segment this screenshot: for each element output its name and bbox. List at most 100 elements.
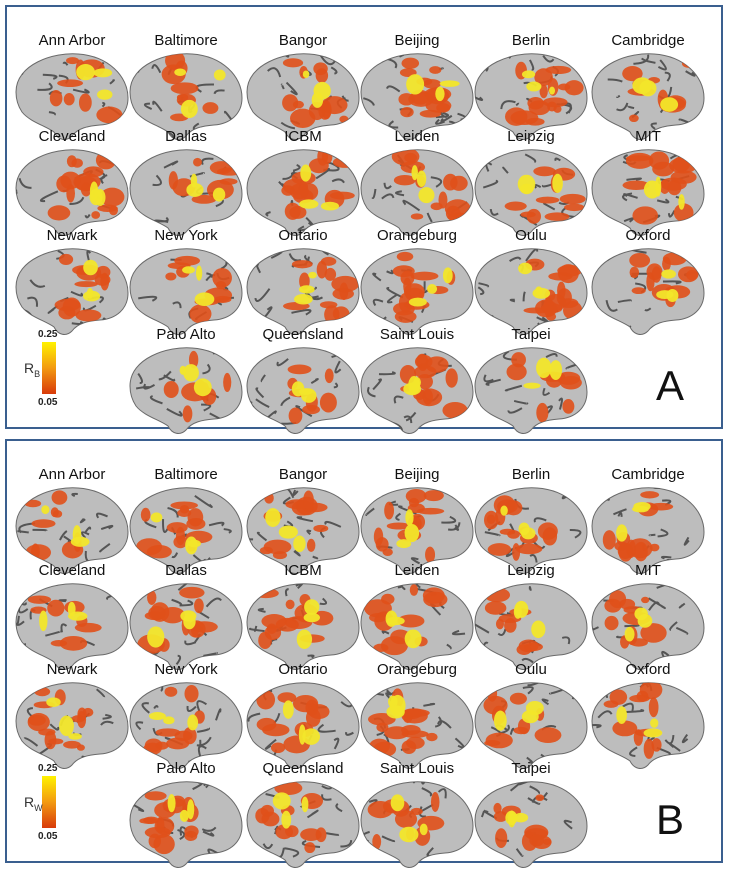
- activation: [403, 712, 413, 724]
- activation: [308, 158, 329, 174]
- activation: [447, 212, 472, 222]
- activation: [313, 62, 328, 76]
- symbol: R: [24, 360, 34, 376]
- brain-image: [15, 583, 129, 670]
- sulcus: [597, 493, 610, 501]
- activation: [50, 640, 68, 647]
- sulcus: [449, 120, 461, 129]
- activation: [529, 834, 544, 847]
- brain-label: Ontario: [278, 661, 327, 678]
- brain-outline: [591, 248, 705, 335]
- sulcus: [660, 555, 672, 560]
- sulcus: [657, 528, 669, 538]
- activation: [95, 151, 117, 170]
- activation-peak: [518, 522, 530, 536]
- brain-image: [474, 347, 588, 434]
- brain-overlay: [475, 53, 584, 133]
- activation-peak: [535, 286, 543, 296]
- brain-label: Palo Alto: [156, 760, 215, 777]
- sulcus: [284, 847, 300, 858]
- sulcus: [276, 358, 289, 367]
- activation-peak: [521, 70, 536, 79]
- sulcus: [146, 559, 152, 564]
- sulcus: [622, 702, 634, 712]
- brain-image: [360, 682, 474, 769]
- sulcus: [206, 272, 213, 278]
- sulcus: [363, 347, 372, 353]
- activation-peak: [526, 81, 542, 92]
- activation: [394, 810, 418, 828]
- activation: [264, 625, 282, 641]
- brain-outline: [15, 583, 129, 670]
- brain-label: MIT: [635, 562, 661, 579]
- sulcus: [80, 531, 90, 539]
- activation: [509, 692, 527, 705]
- sulcus: [32, 528, 48, 532]
- activation-peak: [298, 388, 313, 396]
- sulcus: [479, 63, 489, 72]
- activation: [384, 501, 395, 520]
- activation-peak: [187, 539, 201, 548]
- activation-peak: [624, 626, 635, 642]
- sulcus: [345, 731, 354, 736]
- sulcus: [370, 487, 384, 496]
- activation-peak: [302, 728, 321, 745]
- activation-peak: [517, 174, 536, 194]
- colorbar: [42, 776, 56, 828]
- sulcus: [293, 549, 301, 557]
- activation: [669, 157, 697, 174]
- brain-image: [129, 583, 243, 670]
- brain-image: [474, 682, 588, 769]
- activation: [179, 586, 205, 599]
- activation-peak: [302, 70, 310, 78]
- sulcus: [426, 212, 433, 223]
- activation: [381, 593, 395, 605]
- brain-label: Ontario: [278, 227, 327, 244]
- sulcus: [515, 102, 520, 107]
- sulcus: [201, 826, 217, 832]
- activation: [27, 713, 50, 732]
- activation: [288, 407, 303, 424]
- sulcus: [84, 526, 92, 534]
- brain-label: Beijing: [394, 466, 439, 483]
- sulcus: [563, 127, 580, 133]
- sulcus: [475, 583, 489, 590]
- activation: [27, 595, 52, 604]
- brain-overlay: [250, 149, 357, 232]
- sulcus: [650, 122, 657, 130]
- activation: [191, 194, 217, 204]
- brain-overlay: [607, 54, 696, 130]
- sulcus: [451, 629, 466, 636]
- activation: [291, 260, 313, 269]
- activation: [632, 206, 659, 225]
- activation-peak: [59, 715, 74, 736]
- brain-overlay: [592, 583, 689, 663]
- activation-peak: [183, 364, 199, 382]
- sulcus: [264, 738, 277, 750]
- sulcus: [141, 702, 150, 714]
- brain-image: [591, 682, 705, 769]
- activation: [662, 252, 687, 266]
- panel-border: [5, 439, 723, 863]
- activation: [634, 541, 648, 562]
- activation: [375, 537, 389, 552]
- brain-overlay: [622, 151, 697, 225]
- brain-overlay: [477, 248, 583, 334]
- sulcus: [151, 64, 162, 74]
- brain-image: [129, 487, 243, 574]
- activation: [304, 842, 316, 854]
- brain-label: Orangeburg: [377, 661, 457, 678]
- sulcus: [489, 208, 499, 216]
- sulcus: [295, 583, 304, 589]
- colorbar-symbol: RW: [24, 794, 43, 813]
- activation: [523, 307, 550, 314]
- sulcus: [163, 160, 179, 169]
- activation-peak: [167, 794, 176, 813]
- activation: [534, 727, 562, 744]
- activation: [404, 152, 417, 163]
- activation: [277, 692, 297, 703]
- sulcus: [310, 378, 319, 384]
- activation: [513, 726, 529, 735]
- brain-image: [360, 781, 474, 868]
